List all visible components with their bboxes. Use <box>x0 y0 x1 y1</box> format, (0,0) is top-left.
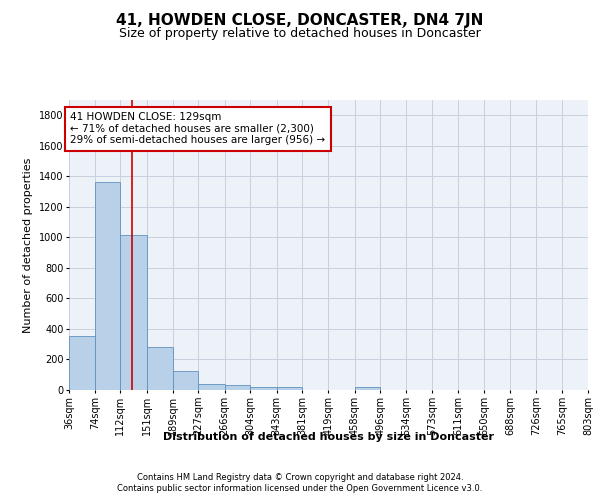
Y-axis label: Number of detached properties: Number of detached properties <box>23 158 33 332</box>
Text: 41, HOWDEN CLOSE, DONCASTER, DN4 7JN: 41, HOWDEN CLOSE, DONCASTER, DN4 7JN <box>116 12 484 28</box>
Bar <box>224 386 250 390</box>
Bar <box>355 388 380 390</box>
Text: Contains public sector information licensed under the Open Government Licence v3: Contains public sector information licen… <box>118 484 482 493</box>
Bar <box>198 384 224 390</box>
Text: 41 HOWDEN CLOSE: 129sqm
← 71% of detached houses are smaller (2,300)
29% of semi: 41 HOWDEN CLOSE: 129sqm ← 71% of detache… <box>70 112 325 146</box>
Bar <box>147 347 173 390</box>
Bar <box>69 336 95 390</box>
Bar <box>95 182 121 390</box>
Text: Distribution of detached houses by size in Doncaster: Distribution of detached houses by size … <box>163 432 494 442</box>
Text: Contains HM Land Registry data © Crown copyright and database right 2024.: Contains HM Land Registry data © Crown c… <box>137 472 463 482</box>
Bar <box>250 386 277 390</box>
Text: Size of property relative to detached houses in Doncaster: Size of property relative to detached ho… <box>119 28 481 40</box>
Bar <box>121 235 147 390</box>
Bar <box>173 371 198 390</box>
Bar <box>277 388 302 390</box>
